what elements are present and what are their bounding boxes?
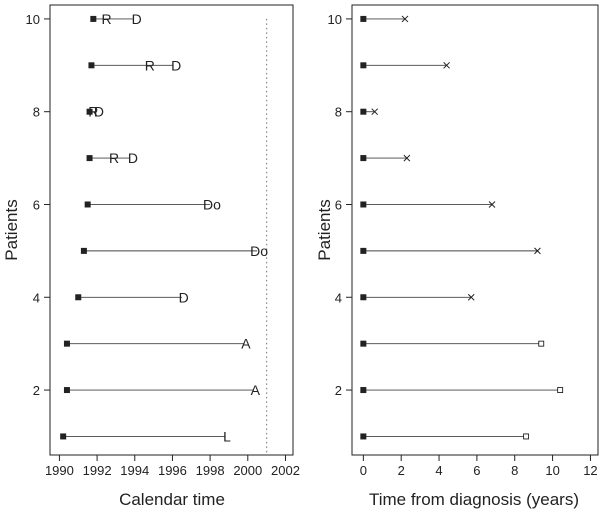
x-tick-label: 1994 — [120, 463, 149, 478]
x-tick-label: 1992 — [83, 463, 112, 478]
event-label: Do — [203, 196, 221, 212]
x-tick-label: 12 — [583, 463, 597, 478]
start-marker — [360, 294, 367, 301]
start-marker — [360, 62, 367, 69]
start-marker — [360, 15, 367, 22]
y-tick-label: 8 — [335, 105, 342, 120]
event-label: R — [109, 150, 119, 166]
event-label: D — [128, 150, 138, 166]
event-label: A — [251, 382, 261, 398]
start-marker — [360, 247, 367, 254]
start-marker — [88, 62, 95, 69]
left-y-axis-title: Patients — [2, 199, 21, 260]
left-plot-frame — [49, 4, 294, 456]
event-label: R — [101, 11, 111, 27]
y-tick-label: 4 — [33, 290, 40, 305]
start-marker — [360, 201, 367, 208]
start-marker — [60, 433, 67, 440]
censored-marker — [557, 387, 564, 394]
censored-marker — [523, 433, 530, 440]
start-marker — [86, 108, 93, 115]
start-marker — [360, 387, 367, 394]
x-tick-label: 6 — [473, 463, 480, 478]
x-tick-label: 2 — [398, 463, 405, 478]
y-tick-label: 10 — [328, 12, 342, 27]
x-tick-label: 8 — [511, 463, 518, 478]
x-tick-label: 2000 — [233, 463, 262, 478]
death-marker — [401, 15, 409, 23]
start-marker — [63, 340, 70, 347]
event-label: D — [171, 57, 181, 73]
start-marker — [360, 155, 367, 162]
y-tick-label: 2 — [335, 383, 342, 398]
event-label: A — [241, 336, 251, 352]
start-marker — [84, 201, 91, 208]
right-plot-frame — [351, 4, 599, 456]
y-tick-label: 6 — [33, 197, 40, 212]
calendar-time-panel: Calendar time Patients 1990 1992 1994 1996 1… — [2, 4, 300, 509]
death-marker — [403, 154, 411, 162]
right-x-axis-title: Time from diagnosis (years) — [369, 490, 579, 509]
x-tick-label: 1996 — [158, 463, 187, 478]
start-marker — [75, 294, 82, 301]
x-tick-label: 2002 — [271, 463, 300, 478]
y-tick-label: 8 — [33, 105, 40, 120]
death-marker — [467, 293, 475, 301]
start-marker — [90, 15, 97, 22]
y-tick-label: 4 — [335, 290, 342, 305]
start-marker — [360, 433, 367, 440]
x-tick-label: 1998 — [196, 463, 225, 478]
y-tick-label: 10 — [26, 12, 40, 27]
censored-marker — [538, 340, 545, 347]
event-label: R — [88, 104, 98, 120]
death-marker — [371, 108, 379, 116]
death-marker — [488, 201, 496, 208]
x-tick-label: 10 — [545, 463, 559, 478]
start-marker — [360, 108, 367, 115]
death-marker — [534, 247, 541, 255]
x-tick-label: 1990 — [45, 463, 74, 478]
y-tick-label: 2 — [33, 383, 40, 398]
event-label: D — [179, 289, 189, 305]
left-x-axis-title: Calendar time — [119, 490, 225, 509]
time-from-diagnosis-panel: Time from diagnosis (years) Patients 0 2 4… — [315, 4, 599, 509]
start-marker — [80, 247, 87, 254]
y-tick-label: 6 — [335, 197, 342, 212]
start-marker — [86, 155, 93, 162]
death-marker — [443, 61, 450, 69]
start-marker — [63, 387, 70, 394]
event-label: D — [94, 104, 104, 120]
event-label: R — [145, 57, 155, 73]
right-y-axis-title: Patients — [315, 199, 334, 260]
x-tick-label: 0 — [360, 463, 367, 478]
event-label: L — [223, 428, 231, 444]
event-label: Do — [250, 243, 268, 259]
x-tick-label: 4 — [435, 463, 442, 478]
start-marker — [360, 340, 367, 347]
event-label: D — [132, 11, 142, 27]
